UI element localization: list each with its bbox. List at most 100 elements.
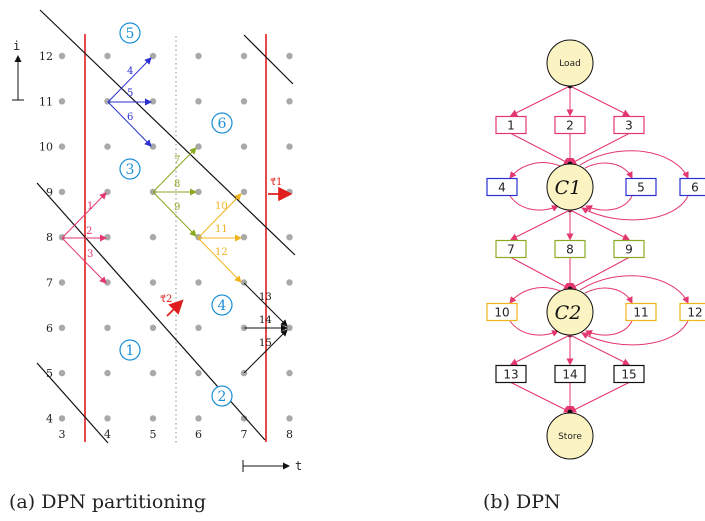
edge-7	[152, 147, 197, 193]
dpn-edge-9-to-c2	[569, 257, 630, 290]
grid-point	[149, 234, 157, 241]
t-tick-label: 4	[104, 428, 111, 441]
dpn-edge-c2-to-10	[509, 287, 561, 304]
grid-point	[149, 324, 157, 331]
edge-9	[152, 191, 197, 237]
edge-label-4: 4	[127, 66, 133, 77]
grid-point	[58, 188, 66, 196]
edge-label-3: 3	[87, 249, 93, 260]
grid-point	[104, 52, 111, 60]
edge-label-11: 11	[215, 224, 228, 235]
svg-text:6: 6	[218, 116, 227, 132]
region-4: 4	[211, 294, 233, 316]
channel-box-3: 3	[613, 115, 645, 135]
edge-4	[107, 57, 152, 103]
svg-text:C1: C1	[555, 177, 582, 199]
i-tick-label: 6	[46, 322, 53, 335]
channel-box-1: 1	[495, 115, 527, 135]
t-tick-label: 6	[195, 428, 202, 441]
dpn-edge-12-to-c2	[581, 320, 689, 346]
dpn-edge-4-to-c1	[509, 195, 559, 212]
edge-label-5: 5	[127, 88, 133, 99]
t-tick-labels: 3 4 5 6 7 8	[59, 428, 294, 441]
grid-point	[286, 415, 293, 422]
grid-point	[195, 279, 202, 286]
edge-3	[61, 237, 107, 284]
caption-b: (b) DPN	[483, 491, 561, 513]
svg-text:Load: Load	[559, 59, 581, 69]
grid-point	[240, 188, 248, 196]
load-node: Load	[546, 39, 594, 87]
dpn-edge-c1-to-6	[579, 150, 689, 179]
region-1: 1	[119, 339, 141, 361]
dpn-edge-c2-to-15	[569, 334, 630, 365]
edge-label-2: 2	[86, 226, 92, 237]
dpn-edge-11-to-c2	[585, 320, 633, 337]
grid-point	[195, 143, 202, 150]
grid-point	[286, 98, 293, 105]
channel-box-12: 12	[679, 302, 705, 322]
grid-point	[195, 52, 202, 60]
svg-text:14: 14	[562, 368, 577, 382]
dpn-edge-c1-to-9	[569, 209, 630, 240]
i-tick-label: 11	[39, 95, 53, 108]
svg-text:15: 15	[621, 368, 636, 382]
dpn-edge-13-to-store	[510, 382, 571, 413]
caption-a: (a) DPN partitioning	[9, 491, 206, 513]
channel-box-4: 4	[486, 177, 518, 197]
c2-node: C2	[546, 288, 594, 336]
edge-label-14: 14	[259, 315, 272, 326]
dpn-edge-c2-to-12	[579, 275, 689, 304]
t-tick-label: 3	[59, 428, 66, 441]
grid-point	[286, 52, 293, 60]
svg-text:C2: C2	[555, 302, 582, 324]
svg-text:3: 3	[625, 119, 633, 133]
channel-box-5: 5	[625, 177, 657, 197]
store-node: Store	[546, 412, 594, 460]
edges-blue: 4 5 6	[107, 57, 152, 147]
svg-text:11: 11	[633, 306, 648, 320]
grid-point	[149, 143, 157, 150]
svg-text:9: 9	[625, 243, 633, 257]
grid-point	[195, 188, 202, 196]
grid-point	[195, 415, 202, 422]
channel-box-13: 13	[495, 364, 527, 384]
grid-point	[149, 415, 157, 422]
edge-15	[243, 329, 288, 374]
grid-point	[104, 234, 111, 241]
dpn-edge-1-to-c1	[510, 133, 571, 165]
i-axis-label: i	[13, 39, 20, 53]
diagonal-line-4	[36, 362, 109, 444]
dpn-edge-c1-to-5	[584, 162, 633, 179]
i-tick-label: 5	[46, 367, 53, 380]
svg-text:3: 3	[126, 162, 135, 178]
i-tick-label: 9	[46, 186, 53, 199]
t-axis-label: t	[295, 459, 302, 473]
edges-black: 13 14 15	[243, 282, 288, 374]
svg-text:1: 1	[507, 119, 515, 133]
edges-orange: 10 11 12	[197, 193, 242, 283]
channel-box-14: 14	[554, 364, 586, 384]
grid-point	[286, 143, 293, 150]
tau1-label: τ⃗1	[270, 177, 282, 188]
edge-label-12: 12	[215, 247, 228, 258]
grid-point	[58, 52, 66, 60]
grid-point	[286, 369, 293, 377]
edge-1	[61, 192, 107, 239]
svg-text:1: 1	[126, 343, 135, 359]
channel-box-2: 2	[554, 115, 586, 135]
dpn-edge-c1-to-7	[510, 209, 571, 240]
edge-label-9: 9	[174, 202, 180, 213]
grid-point	[240, 98, 248, 105]
dpn-edges	[509, 83, 689, 415]
i-tick-labels: 4 5 6 7 8 9 10 11 12	[39, 50, 53, 425]
edge-label-6: 6	[127, 112, 133, 123]
tau2-label: τ⃗2	[160, 294, 172, 305]
grid-point	[104, 415, 111, 422]
diagonal-line-3	[243, 34, 294, 85]
region-5: 5	[119, 22, 141, 44]
grid-point	[58, 279, 66, 286]
